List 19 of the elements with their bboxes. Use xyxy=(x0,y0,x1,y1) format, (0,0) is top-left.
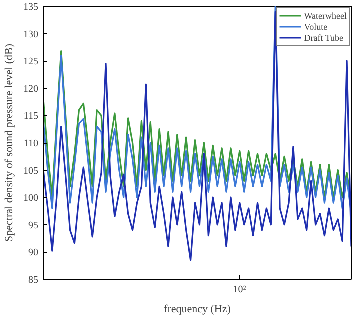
legend-label: Volute xyxy=(304,21,328,32)
y-tick-label: 120 xyxy=(24,84,38,95)
legend-label: Draft Tube xyxy=(304,32,344,43)
line-series xyxy=(44,50,352,204)
y-tick-label: 125 xyxy=(24,56,38,68)
y-tick-label: 100 xyxy=(24,193,38,204)
y-tick-label: 110 xyxy=(24,138,39,150)
y-tick-label: 95 xyxy=(28,220,38,232)
y-axis-title: Spectral density of sound pressure level (dB) xyxy=(4,44,16,242)
y-tick-label: 135 xyxy=(24,2,38,13)
text: 10² xyxy=(233,284,246,296)
y-tick-label: 105 xyxy=(24,166,38,177)
y-tick-label: 115 xyxy=(24,111,39,122)
y-tick-label: 90 xyxy=(28,248,38,259)
line-series xyxy=(44,11,352,262)
y-tick-label: 130 xyxy=(24,29,38,40)
legend-label: Waterwheel xyxy=(304,10,347,21)
x-axis-title: frequency (Hz) xyxy=(164,304,232,316)
y-tick-label: 85 xyxy=(28,275,38,286)
